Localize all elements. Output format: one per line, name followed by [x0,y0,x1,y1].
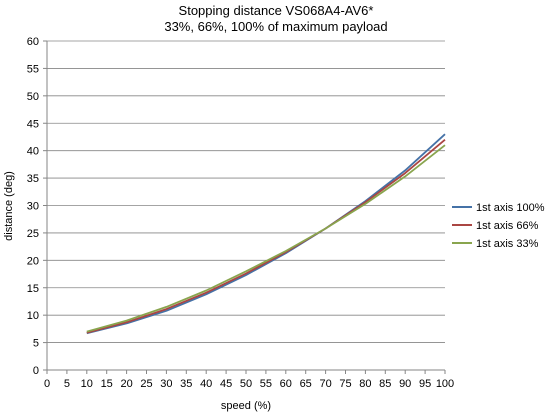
x-tick-label: 90 [399,378,411,390]
y-tick-label: 0 [33,365,39,377]
chart-title: Stopping distance VS068A4-AV6* [179,3,374,18]
legend-label: 1st axis 33% [476,238,539,250]
x-tick-label: 5 [64,378,70,390]
x-tick-label: 85 [379,378,391,390]
y-tick-label: 60 [27,36,39,48]
x-tick-label: 45 [220,378,232,390]
y-tick-label: 55 [27,63,39,75]
y-tick-label: 50 [27,91,39,103]
legend-label: 1st axis 100% [476,202,545,214]
x-tick-label: 25 [140,378,152,390]
x-axis-label: speed (%) [221,400,271,412]
x-tick-label: 80 [359,378,371,390]
x-tick-label: 65 [300,378,312,390]
x-tick-label: 40 [200,378,212,390]
x-tick-label: 55 [260,378,272,390]
y-tick-label: 25 [27,228,39,240]
series-line-1 [86,133,446,335]
legend-label: 1st axis 66% [476,220,539,232]
plot-series [86,133,446,335]
y-tick-label: 35 [27,173,39,185]
y-tick-label: 20 [27,255,39,267]
y-tick-label: 5 [33,338,39,350]
legend: 1st axis 100% 1st axis 66% 1st axis 33% [452,202,545,250]
x-tick-label: 60 [280,378,292,390]
x-tick-label: 35 [180,378,192,390]
x-axis: 0 5 10 15 20 25 30 35 40 45 50 55 60 65 70 75 80 85 90 95 10… [44,369,454,390]
gridlines [47,40,445,343]
series-line-3 [86,144,446,333]
series-line-2 [86,139,446,334]
y-tick-label: 30 [27,201,39,213]
x-tick-label: 15 [101,378,113,390]
x-tick-label: 70 [319,378,331,390]
x-tick-label: 50 [240,378,252,390]
y-tick-label: 10 [27,310,39,322]
y-axis-label: distance (deg) [3,171,15,241]
x-tick-label: 100 [436,378,454,390]
y-tick-label: 40 [27,146,39,158]
y-axis: 0 5 10 15 20 25 30 35 40 45 50 55 60 [27,36,48,377]
x-tick-label: 75 [339,378,351,390]
y-tick-label: 15 [27,283,39,295]
y-tick-label: 45 [27,118,39,130]
x-tick-label: 0 [44,378,50,390]
x-tick-label: 30 [160,378,172,390]
x-tick-label: 20 [120,378,132,390]
chart-subtitle: 33%, 66%, 100% of maximum payload [164,19,387,34]
x-tick-label: 95 [419,378,431,390]
x-tick-label: 10 [81,378,93,390]
